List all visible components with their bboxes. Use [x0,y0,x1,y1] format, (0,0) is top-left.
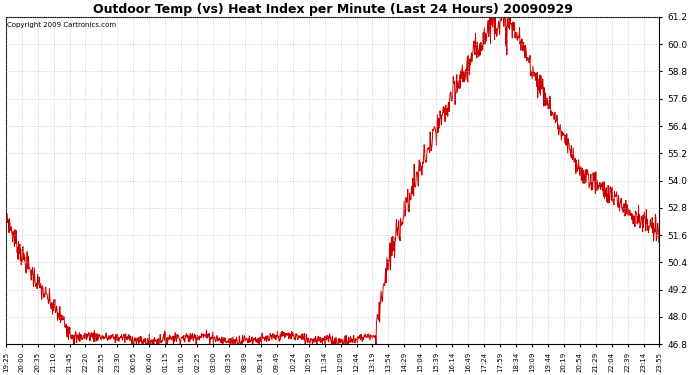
Title: Outdoor Temp (vs) Heat Index per Minute (Last 24 Hours) 20090929: Outdoor Temp (vs) Heat Index per Minute … [92,3,573,16]
Text: Copyright 2009 Cartronics.com: Copyright 2009 Cartronics.com [7,22,116,28]
